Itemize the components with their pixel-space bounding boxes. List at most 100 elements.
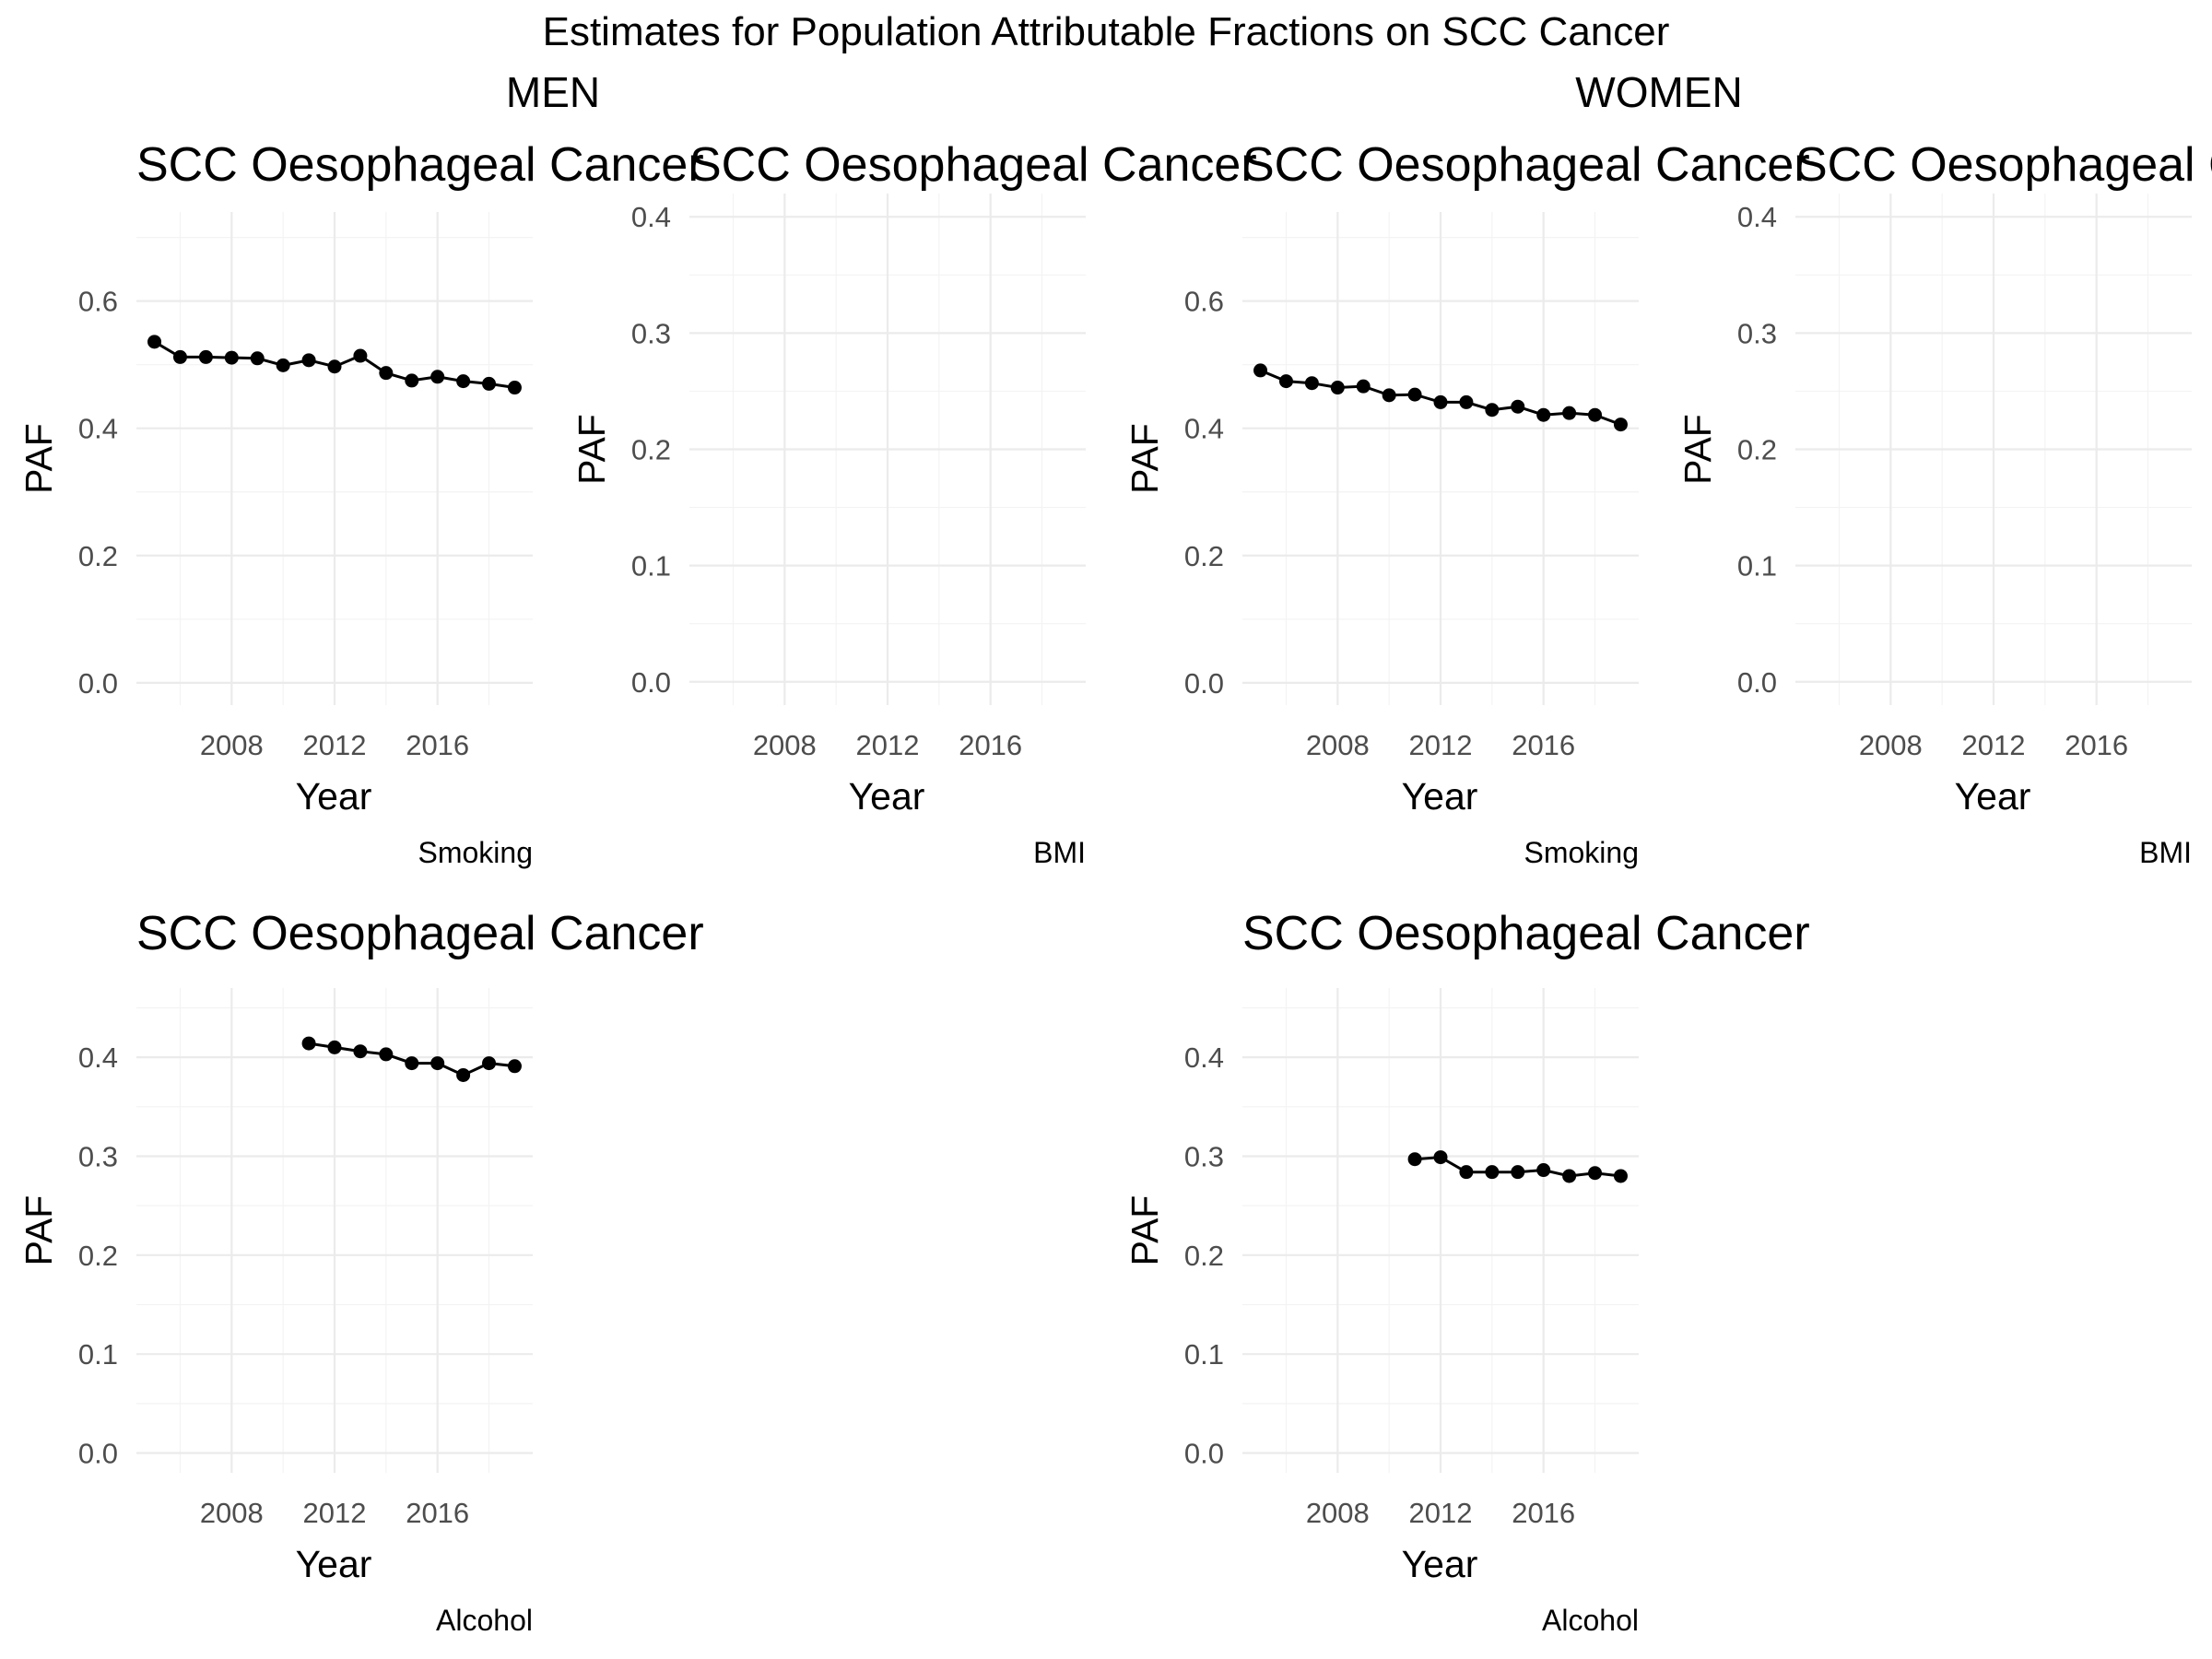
x-tick-label: 2016 xyxy=(959,729,1022,761)
y-tick-label: 0.1 xyxy=(1184,1338,1224,1371)
data-point xyxy=(1588,407,1603,422)
x-tick-label: 2012 xyxy=(303,1497,367,1529)
data-point xyxy=(507,381,522,395)
y-tick-label: 0.6 xyxy=(78,286,118,318)
y-tick-label: 0.4 xyxy=(1184,1041,1224,1074)
panel-caption: BMI xyxy=(1033,836,1086,869)
y-tick-label: 0.1 xyxy=(1737,550,1777,582)
x-tick-label: 2012 xyxy=(1409,1497,1473,1529)
panel-caption: Alcohol xyxy=(1542,1604,1639,1637)
y-tick-label: 0.3 xyxy=(1737,317,1777,349)
data-point xyxy=(1253,363,1268,378)
data-point xyxy=(172,349,187,364)
y-tick-label: 0.2 xyxy=(1737,434,1777,466)
data-point xyxy=(1613,1169,1628,1183)
data-point xyxy=(327,1040,342,1054)
data-point xyxy=(276,358,290,372)
data-point xyxy=(1407,1152,1422,1167)
x-tick-label: 2012 xyxy=(1409,729,1473,761)
data-point xyxy=(1588,1166,1603,1181)
data-point xyxy=(198,349,213,364)
data-point xyxy=(147,335,162,349)
panels: 0.0 0.2 0.4 0.6 2008 2012 2016 SCC Oesophageal … xyxy=(18,138,2212,1637)
data-point xyxy=(405,373,419,388)
x-axis-title: Year xyxy=(849,775,925,818)
x-axis-title: Year xyxy=(296,1543,372,1585)
data-point xyxy=(1433,394,1448,409)
y-tick-label: 0.4 xyxy=(78,413,118,445)
data-point xyxy=(353,1044,368,1059)
data-point xyxy=(1485,1165,1500,1180)
group-title-women: WOMEN xyxy=(1575,68,1742,116)
panel-title: SCC Oesophageal Cancer xyxy=(136,138,704,192)
x-tick-label: 2016 xyxy=(1512,1497,1575,1529)
y-tick-label: 0.2 xyxy=(78,540,118,572)
data-point xyxy=(1613,418,1628,432)
y-tick-label: 0.0 xyxy=(78,1438,118,1470)
y-tick-label: 0.4 xyxy=(1184,413,1224,445)
data-point xyxy=(1485,403,1500,418)
y-tick-label: 0.1 xyxy=(78,1338,118,1371)
x-tick-label: 2016 xyxy=(2065,729,2128,761)
y-axis-title: PAF xyxy=(18,423,60,494)
data-point xyxy=(301,353,316,368)
x-tick-label: 2012 xyxy=(1962,729,2026,761)
data-point xyxy=(1304,376,1319,391)
data-point xyxy=(507,1059,522,1074)
y-tick-label: 0.3 xyxy=(1184,1140,1224,1172)
x-tick-label: 2008 xyxy=(200,1497,264,1529)
panel-caption: Smoking xyxy=(1524,836,1640,869)
panel-caption: Smoking xyxy=(418,836,534,869)
y-tick-label: 0.4 xyxy=(1737,201,1777,233)
data-point xyxy=(353,348,368,363)
x-tick-label: 2012 xyxy=(303,729,367,761)
data-point xyxy=(1433,1150,1448,1165)
y-tick-label: 0.4 xyxy=(631,201,671,233)
data-point xyxy=(1407,387,1422,402)
group-title-men: MEN xyxy=(506,68,600,116)
y-axis-title: PAF xyxy=(18,1195,60,1266)
data-point xyxy=(327,359,342,374)
data-point xyxy=(1536,407,1551,422)
data-point xyxy=(1536,1163,1551,1178)
y-tick-label: 0.0 xyxy=(1184,667,1224,700)
data-point xyxy=(301,1036,316,1051)
panel-2: 0.0 0.1 0.2 0.3 0.4 2008 2012 2016 SCC Oesophage… xyxy=(571,138,1257,869)
data-point xyxy=(1511,1165,1525,1180)
x-axis-title: Year xyxy=(1955,775,2031,818)
data-point xyxy=(482,1056,497,1071)
data-point xyxy=(1330,381,1345,395)
x-tick-label: 2008 xyxy=(200,729,264,761)
y-tick-label: 0.3 xyxy=(631,317,671,349)
y-tick-label: 0.2 xyxy=(78,1240,118,1272)
y-axis-title: PAF xyxy=(571,414,613,485)
data-point xyxy=(379,1047,394,1062)
x-tick-label: 2016 xyxy=(1512,729,1575,761)
data-point xyxy=(250,351,265,366)
y-tick-label: 0.3 xyxy=(78,1140,118,1172)
x-tick-label: 2016 xyxy=(406,1497,469,1529)
panel-title: SCC Oesophageal Cancer xyxy=(1242,907,1810,960)
panel-6: 0.0 0.1 0.2 0.3 0.4 2008 2012 2016 SCC Oesophage… xyxy=(1124,907,1810,1637)
y-axis-title: PAF xyxy=(1124,423,1166,494)
panel-1: 0.0 0.2 0.4 0.6 2008 2012 2016 SCC Oesophageal … xyxy=(18,138,704,869)
data-point xyxy=(1511,399,1525,414)
data-point xyxy=(405,1056,419,1071)
data-point xyxy=(1562,406,1577,420)
y-tick-label: 0.2 xyxy=(1184,540,1224,572)
x-axis-title: Year xyxy=(1402,1543,1478,1585)
data-point xyxy=(430,1056,445,1071)
y-tick-label: 0.0 xyxy=(78,667,118,700)
y-axis-title: PAF xyxy=(1124,1195,1166,1266)
y-tick-label: 0.0 xyxy=(631,666,671,699)
data-point xyxy=(1278,374,1293,389)
y-tick-label: 0.0 xyxy=(1184,1438,1224,1470)
x-tick-label: 2012 xyxy=(856,729,920,761)
panel-caption: Alcohol xyxy=(436,1604,533,1637)
panel-3: 0.0 0.2 0.4 0.6 2008 2012 2016 SCC Oesophageal … xyxy=(1124,138,1810,869)
x-axis-title: Year xyxy=(296,775,372,818)
panel-4: 0.0 0.1 0.2 0.3 0.4 2008 2012 2016 SCC Oesophage… xyxy=(1677,138,2212,869)
x-tick-label: 2008 xyxy=(1306,729,1370,761)
figure-title: Estimates for Population Attributable Fr… xyxy=(543,9,1670,54)
